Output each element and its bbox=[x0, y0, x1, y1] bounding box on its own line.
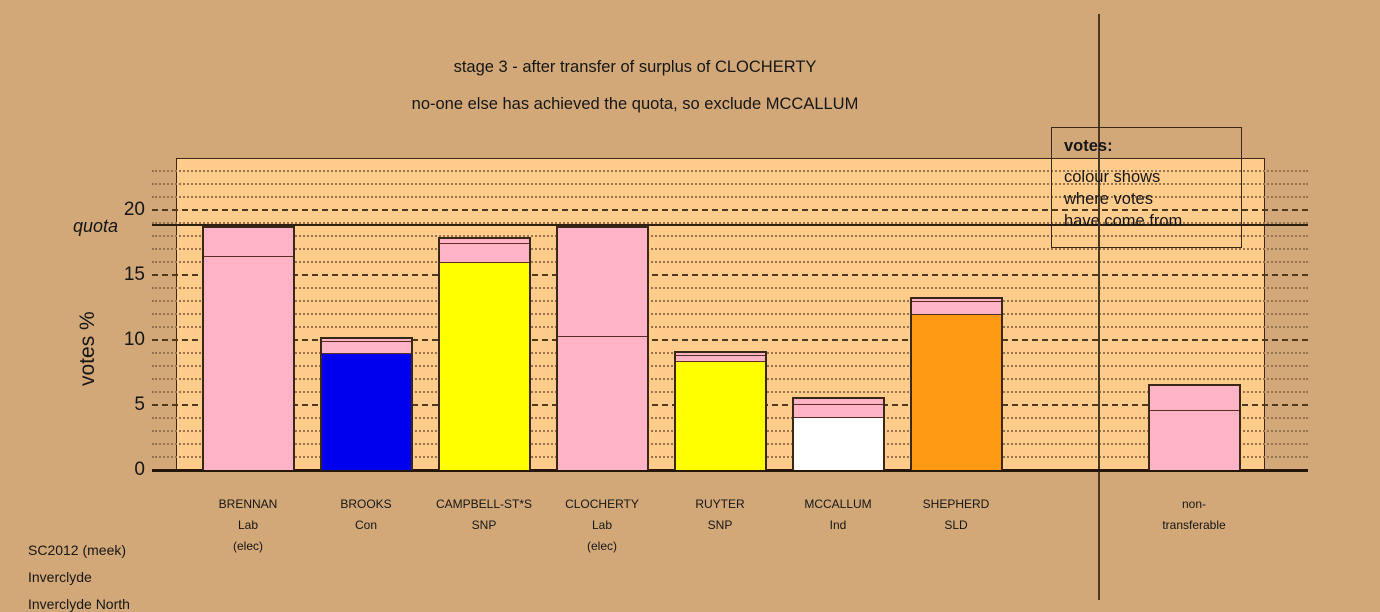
vote-segment bbox=[203, 227, 293, 258]
bar-label-party: SLD bbox=[944, 518, 968, 532]
vote-segment bbox=[439, 262, 529, 470]
bar-label-name: CAMPBELL-ST*S bbox=[435, 497, 533, 511]
minor-gridline bbox=[152, 196, 1308, 198]
vote-segment bbox=[439, 244, 529, 263]
y-axis-label: votes % bbox=[76, 311, 99, 387]
bar-label-name: BROOKS bbox=[340, 497, 392, 511]
bar-label-party: Lab bbox=[591, 518, 613, 532]
bar-label-name: MCCALLUM bbox=[804, 497, 872, 511]
bar-label-party: transferable bbox=[1162, 518, 1226, 532]
major-gridline bbox=[152, 209, 1308, 211]
vote-segment bbox=[675, 356, 765, 363]
vote-segment bbox=[793, 398, 883, 406]
non-transferable-separator-line bbox=[1098, 14, 1100, 600]
bar-label-party: Lab bbox=[237, 518, 259, 532]
bar-brennan bbox=[201, 225, 295, 470]
bar-label-party: Ind bbox=[829, 518, 847, 532]
vote-segment bbox=[675, 362, 765, 470]
chart-subtitle: no-one else has achieved the quota, so e… bbox=[411, 95, 859, 113]
minor-gridline bbox=[152, 248, 1308, 250]
bar-label-name: CLOCHERTY bbox=[565, 497, 639, 511]
x-axis-line bbox=[152, 468, 1308, 472]
y-tick-label: 5 bbox=[134, 394, 145, 415]
bar-label-status: (elec) bbox=[586, 539, 617, 553]
minor-gridline bbox=[152, 313, 1308, 315]
quota-label: quota bbox=[72, 216, 118, 236]
quota-line bbox=[152, 224, 1308, 227]
vote-segment bbox=[321, 341, 411, 354]
chart-title: stage 3 - after transfer of surplus of C… bbox=[453, 58, 817, 76]
minor-gridline bbox=[152, 287, 1308, 289]
vote-segment bbox=[557, 336, 647, 470]
bar-mccallum bbox=[791, 396, 885, 470]
y-tick-label: 0 bbox=[134, 459, 145, 480]
legend-text-line: have come from bbox=[1064, 211, 1183, 230]
vote-segment bbox=[793, 418, 883, 470]
footer-council: Inverclyde bbox=[28, 569, 92, 585]
bar-label-party: Con bbox=[354, 518, 377, 532]
minor-gridline bbox=[152, 222, 1308, 224]
legend-text-line: where votes bbox=[1064, 189, 1153, 208]
vote-segment bbox=[439, 239, 529, 245]
legend-heading: votes: bbox=[1064, 137, 1113, 155]
vote-segment bbox=[1149, 385, 1239, 411]
minor-gridline bbox=[152, 326, 1308, 328]
minor-gridline bbox=[152, 261, 1308, 263]
bar-campbell-st-s bbox=[437, 237, 531, 470]
bar-non- bbox=[1147, 383, 1241, 470]
major-gridline bbox=[152, 339, 1308, 341]
bar-label-name: non- bbox=[1181, 497, 1207, 511]
bar-label-party: SNP bbox=[471, 518, 497, 532]
bar-label-name: RUYTER bbox=[695, 497, 745, 511]
bar-label-status: (elec) bbox=[232, 539, 263, 553]
bar-brooks bbox=[319, 337, 413, 470]
major-gridline bbox=[152, 274, 1308, 276]
vote-segment bbox=[675, 353, 765, 357]
y-tick-label: 20 bbox=[123, 199, 145, 220]
footer-election-id: SC2012 (meek) bbox=[28, 542, 127, 558]
vote-segment bbox=[911, 299, 1001, 303]
minor-gridline bbox=[152, 235, 1308, 237]
vote-segment bbox=[321, 339, 411, 342]
vote-segment bbox=[203, 257, 293, 470]
vote-segment bbox=[793, 405, 883, 419]
minor-gridline bbox=[152, 183, 1308, 185]
minor-gridline bbox=[152, 300, 1308, 302]
legend-text-line: colour shows bbox=[1064, 168, 1161, 186]
legend-box: votes: colour shows where votes have com… bbox=[1051, 127, 1242, 248]
bar-shepherd bbox=[909, 297, 1003, 470]
footer-ward: Inverclyde North bbox=[28, 596, 130, 612]
y-tick-label: 15 bbox=[123, 264, 145, 285]
vote-segment bbox=[911, 315, 1001, 470]
vote-segment bbox=[557, 227, 647, 337]
vote-segment bbox=[1149, 410, 1239, 470]
vote-segment bbox=[321, 353, 411, 470]
y-tick-label: 10 bbox=[123, 329, 145, 350]
minor-gridline bbox=[152, 170, 1308, 172]
bar-ruyter bbox=[673, 351, 767, 470]
bar-label-name: BRENNAN bbox=[218, 497, 278, 511]
bar-clocherty bbox=[555, 225, 649, 470]
vote-segment bbox=[911, 302, 1001, 316]
bar-label-party: SNP bbox=[707, 518, 733, 532]
bar-label-name: SHEPHERD bbox=[922, 497, 990, 511]
